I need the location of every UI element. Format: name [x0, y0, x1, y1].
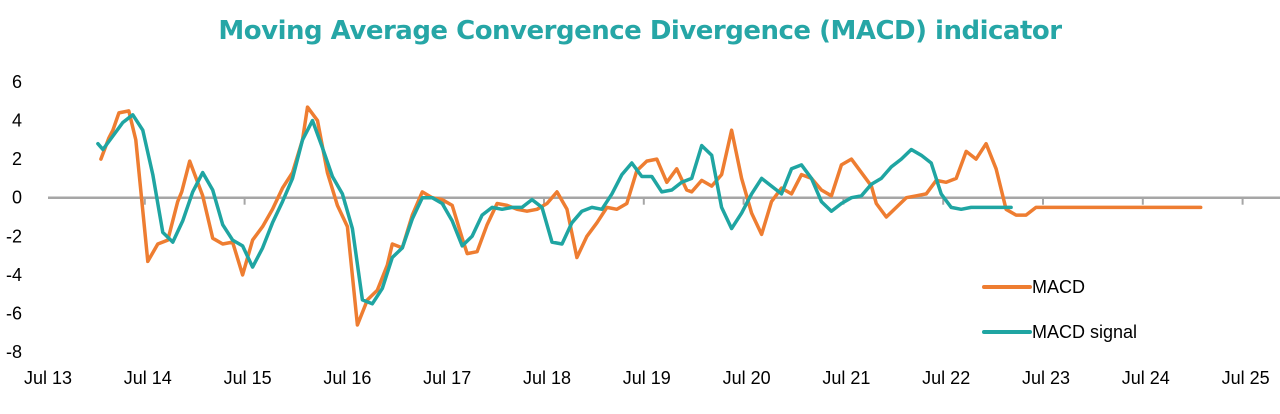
x-tick-label: Jul 17 [423, 368, 471, 388]
zero-axis [48, 196, 1280, 205]
x-tick-label: Jul 13 [24, 368, 72, 388]
x-tick-label: Jul 14 [124, 368, 172, 388]
legend: MACD MACD signal [982, 277, 1137, 342]
x-tick-label: Jul 15 [224, 368, 272, 388]
chart-title: Moving Average Convergence Divergence (M… [218, 16, 1062, 46]
y-tick-label: -2 [6, 226, 22, 246]
x-tick-label: Jul 19 [623, 368, 671, 388]
x-axis-labels: Jul 13 Jul 14 Jul 15 Jul 16 Jul 17 Jul 18 Jul … [24, 368, 1270, 388]
x-tick-label: Jul 16 [323, 368, 371, 388]
x-tick-label: Jul 24 [1122, 368, 1170, 388]
macd-series-line [99, 105, 1203, 327]
x-tick-label: Jul 25 [1222, 368, 1270, 388]
y-tick-label: 6 [12, 72, 22, 92]
x-tick-label: Jul 20 [723, 368, 771, 388]
macd-signal-series-line [96, 113, 1013, 306]
x-tick-label: Jul 21 [822, 368, 870, 388]
y-tick-label: -6 [6, 303, 22, 323]
y-tick-label: 4 [12, 111, 22, 131]
y-tick-label: 0 [12, 188, 22, 208]
series-lines [96, 105, 1203, 327]
y-tick-label: 2 [12, 149, 22, 169]
legend-item-macd-signal-label: MACD signal [1032, 322, 1137, 342]
x-tick-label: Jul 22 [922, 368, 970, 388]
y-tick-label: -8 [6, 342, 22, 362]
x-tick-label: Jul 23 [1022, 368, 1070, 388]
legend-item-macd-label: MACD [1032, 277, 1085, 297]
y-tick-label: -4 [6, 265, 22, 285]
x-tick-label: Jul 18 [523, 368, 571, 388]
y-axis-labels: 6 4 2 0 -2 -4 -6 -8 [6, 72, 22, 362]
